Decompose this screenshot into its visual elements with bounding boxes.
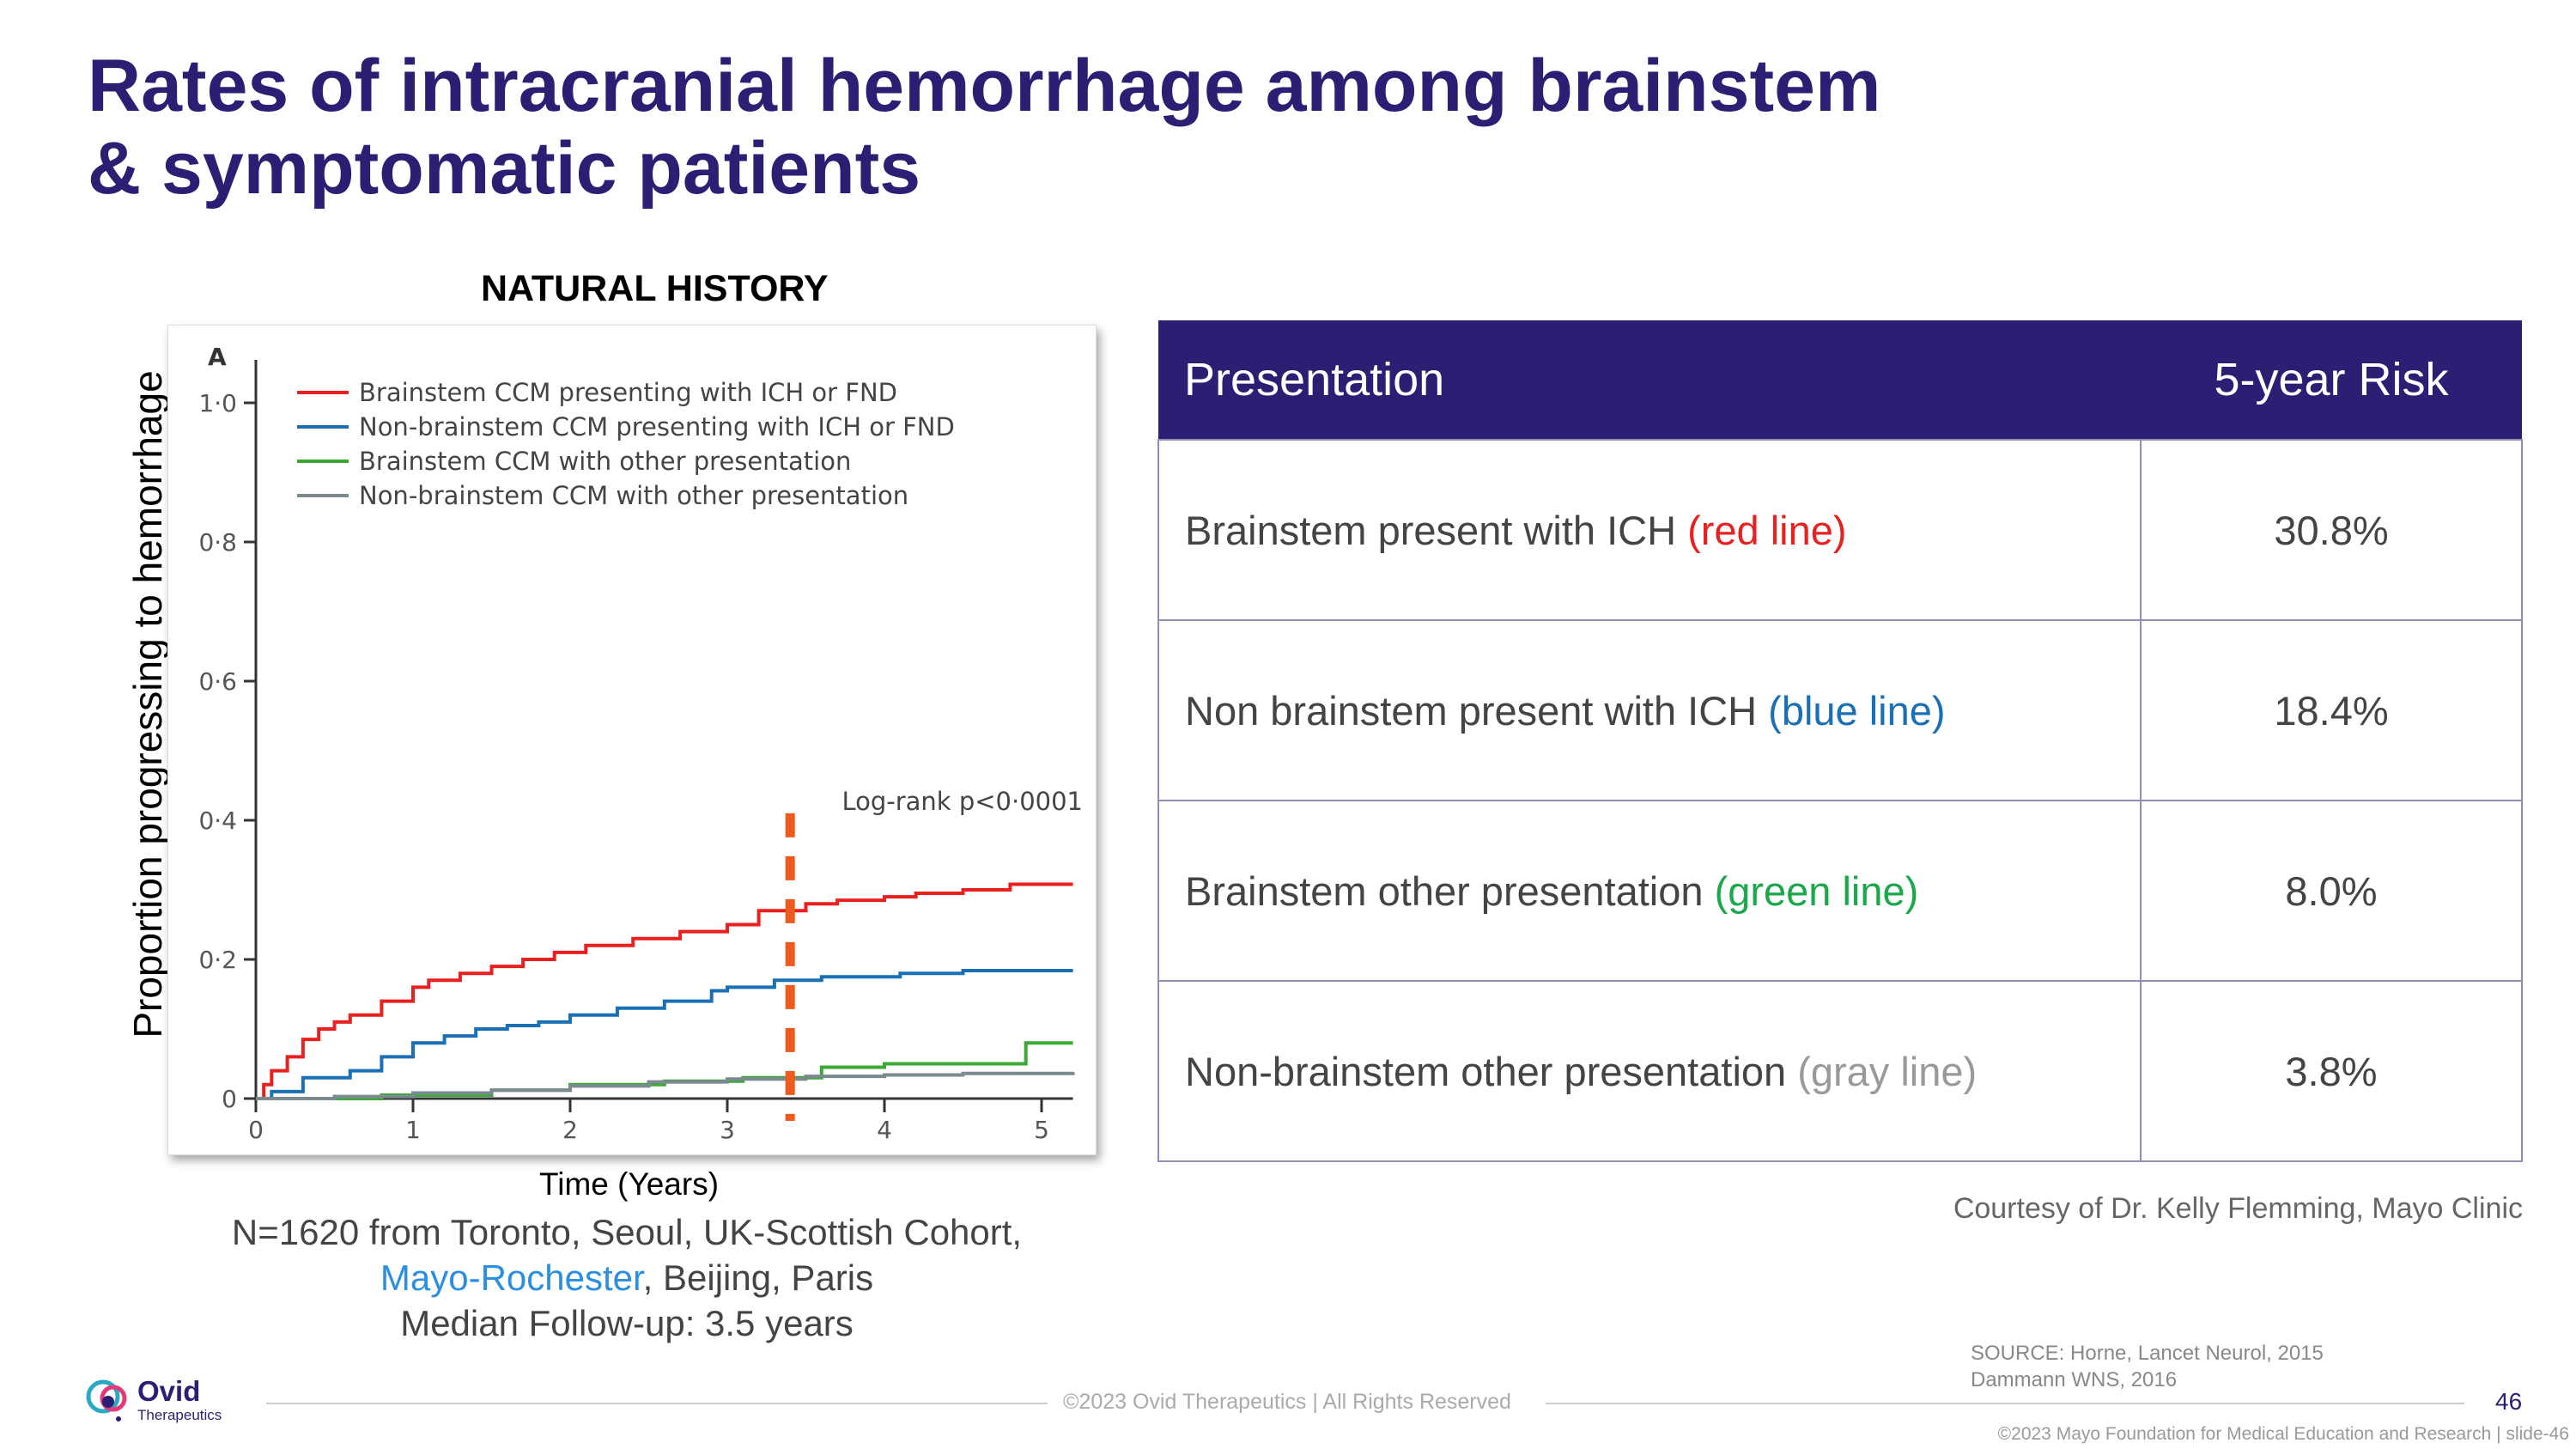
legend-entry: Non-brainstem CCM presenting with ICH or… — [359, 412, 955, 441]
row-line-tag: (green line) — [1714, 868, 1919, 914]
row-risk: 3.8% — [2140, 980, 2523, 1162]
series-line-non_brainstem_other — [256, 1071, 1075, 1100]
cohort-line-2-rest: , Beijing, Paris — [642, 1257, 874, 1298]
footer-divider-right — [1546, 1403, 2464, 1404]
table-row: Brainstem present with ICH (red line) 30… — [1157, 439, 2523, 621]
cohort-description: N=1620 from Toronto, Seoul, UK-Scottish … — [172, 1209, 1082, 1346]
y-tick-label: 1·0 — [198, 389, 237, 417]
x-tick-label: 1 — [405, 1116, 421, 1144]
legend-entry: Brainstem CCM presenting with ICH or FND — [359, 378, 897, 407]
x-tick-label: 0 — [248, 1116, 264, 1144]
logo-wordmark: Ovid — [137, 1375, 201, 1407]
risk-table: Presentation 5-year Risk Brainstem prese… — [1157, 320, 2523, 1162]
y-tick-label: 0·8 — [198, 528, 237, 557]
page-number: 46 — [2495, 1388, 2523, 1415]
logo-subtext: Therapeutics — [137, 1407, 222, 1423]
table-row: Brainstem other presentation (green line… — [1157, 800, 2523, 982]
header-5-year-risk: 5-year Risk — [2141, 320, 2522, 440]
footer-divider-left — [266, 1403, 1048, 1404]
row-label-text: Brainstem present with ICH — [1185, 507, 1688, 553]
row-label: Brainstem present with ICH (red line) — [1157, 439, 2142, 621]
mayo-rochester-highlight: Mayo-Rochester — [380, 1257, 643, 1298]
row-label-text: Brainstem other presentation — [1185, 868, 1715, 914]
x-tick-label: 2 — [562, 1116, 578, 1144]
y-axis-label: Proportion progressing to hemorrhage — [125, 370, 170, 1038]
courtesy-note: Courtesy of Dr. Kelly Flemming, Mayo Cli… — [1953, 1192, 2523, 1225]
y-tick-label: 0 — [222, 1085, 237, 1113]
ovid-logo-icon — [86, 1379, 127, 1422]
cohort-line-3: Median Follow-up: 3.5 years — [400, 1303, 854, 1343]
copyright: ©2023 Mayo Foundation for Medical Educat… — [1997, 1424, 2569, 1444]
row-label: Non brainstem present with ICH (blue lin… — [1157, 619, 2142, 801]
row-line-tag: (blue line) — [1768, 687, 1946, 734]
footer-text: ©2023 Ovid Therapeutics | All Rights Res… — [1063, 1390, 1511, 1414]
cohort-line-1: N=1620 from Toronto, Seoul, UK-Scottish … — [231, 1212, 1023, 1252]
section-label: NATURAL HISTORY — [481, 268, 829, 309]
table-row: Non brainstem present with ICH (blue lin… — [1157, 619, 2523, 801]
log-rank-annotation: Log-rank p<0·0001 — [841, 787, 1083, 816]
x-tick-label: 4 — [877, 1116, 892, 1144]
title-line-2: & symptomatic patients — [88, 127, 921, 210]
legend-entry: Brainstem CCM with other presentation — [359, 447, 851, 476]
source-citation: SOURCE: Horne, Lancet Neurol, 2015 Damma… — [1971, 1340, 2324, 1393]
title-line-1: Rates of intracranial hemorrhage among b… — [88, 45, 1881, 127]
y-tick-label: 0·2 — [198, 946, 237, 974]
axis-top-label: A — [208, 343, 227, 371]
y-tick-label: 0·4 — [198, 807, 237, 835]
row-risk: 30.8% — [2140, 439, 2523, 621]
cohort-line-2: Mayo-Rochester, Beijing, Paris — [172, 1255, 1082, 1300]
source-line-2: Dammann WNS, 2016 — [1971, 1368, 2178, 1391]
x-axis-label: Time (Years) — [539, 1166, 720, 1202]
row-label: Brainstem other presentation (green line… — [1157, 800, 2142, 982]
table-row: Non-brainstem other presentation (gray l… — [1157, 980, 2523, 1162]
source-line-1: SOURCE: Horne, Lancet Neurol, 2015 — [1971, 1342, 2324, 1365]
header-presentation: Presentation — [1158, 320, 2141, 440]
row-label-text: Non brainstem present with ICH — [1185, 687, 1769, 734]
x-tick-label: 3 — [720, 1116, 735, 1144]
row-risk: 8.0% — [2140, 800, 2523, 982]
y-tick-label: 0·6 — [198, 667, 237, 696]
row-line-tag: (red line) — [1687, 507, 1847, 553]
row-line-tag: (gray line) — [1797, 1048, 1978, 1094]
risk-table-header: Presentation 5-year Risk — [1158, 320, 2522, 440]
legend-entry: Non-brainstem CCM with other presentatio… — [359, 481, 908, 510]
series-line-non_brainstem_ich — [256, 969, 1073, 1100]
row-label: Non-brainstem other presentation (gray l… — [1157, 980, 2142, 1162]
slide-title: Rates of intracranial hemorrhage among b… — [88, 45, 2148, 210]
row-risk: 18.4% — [2140, 619, 2523, 801]
km-chart-svg: A 0 0·2 0·4 0·6 0·8 1·0 0 1 2 3 4 5 Brainstem CCM pre… — [198, 343, 1083, 1144]
series-line-brainstem_ich — [256, 882, 1073, 1100]
x-tick-label: 5 — [1034, 1116, 1049, 1144]
km-chart: A 0 0·2 0·4 0·6 0·8 1·0 0 1 2 3 4 5 Brainstem CCM pre… — [167, 325, 1097, 1155]
row-label-text: Non-brainstem other presentation — [1185, 1048, 1798, 1094]
